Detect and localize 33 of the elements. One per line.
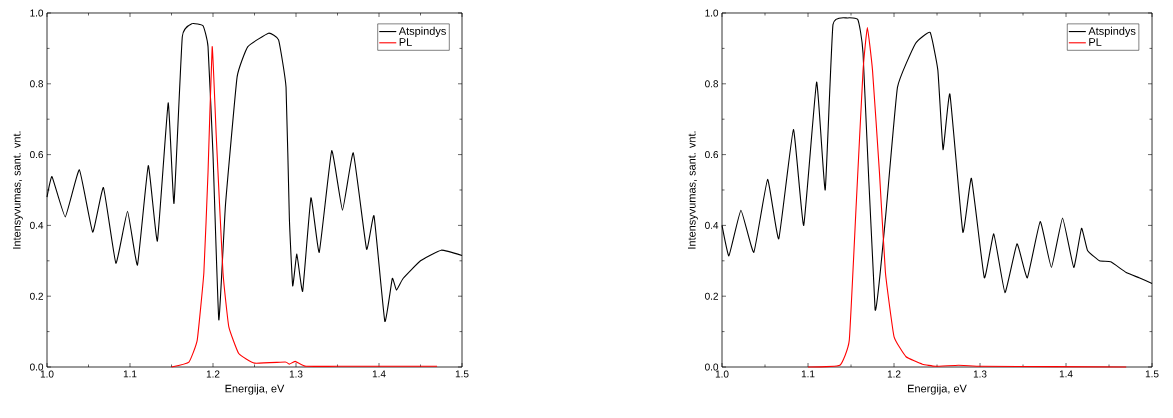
y-tick-label: 0.2 bbox=[705, 292, 718, 300]
x-tick-label: 1.5 bbox=[1145, 370, 1159, 378]
x-tick-label: 1.3 bbox=[289, 370, 303, 378]
legend-label: Atspindys bbox=[1088, 26, 1136, 38]
x-tick-label: 1.1 bbox=[123, 370, 137, 378]
legend-label: PL bbox=[1089, 38, 1102, 46]
y-tick-label: 0.4 bbox=[30, 221, 44, 229]
y-axis-title: Intensyvumas, sant. vnt. bbox=[688, 131, 698, 249]
y-tick-label: 0.2 bbox=[30, 292, 43, 300]
x-tick-label: 1.4 bbox=[372, 370, 386, 378]
y-tick-label: 1.0 bbox=[30, 9, 44, 17]
y-tick-label: 0.6 bbox=[30, 151, 44, 159]
y-tick-label: 0.6 bbox=[705, 151, 719, 159]
y-tick-label: 0.0 bbox=[30, 363, 44, 371]
y-tick-label: 0.8 bbox=[30, 80, 44, 88]
y-tick-label: 0.0 bbox=[705, 363, 719, 371]
x-tick-label: 1.3 bbox=[973, 370, 987, 378]
x-tick-label: 1.4 bbox=[1059, 370, 1073, 378]
y-tick-label: 0.8 bbox=[705, 80, 719, 88]
x-tick-label: 1.2 bbox=[206, 370, 220, 378]
x-tick-label: 1.1 bbox=[801, 370, 815, 378]
line-series bbox=[170, 46, 438, 368]
x-tick-label: 1.2 bbox=[887, 370, 901, 378]
legend-label: Atspindys bbox=[398, 26, 446, 38]
x-tick-label: 1.5 bbox=[455, 370, 469, 378]
x-axis-title: Energija, eV bbox=[908, 384, 967, 395]
x-axis-title: Energija, eV bbox=[225, 384, 285, 395]
legend-label: PL bbox=[399, 38, 412, 46]
x-tick-label: 1.0 bbox=[40, 370, 54, 378]
y-tick-label: 0.4 bbox=[705, 221, 719, 229]
y-tick-label: 1.0 bbox=[705, 9, 719, 17]
y-axis-title: Intensyvumas, sant. vnt. bbox=[12, 131, 23, 249]
x-tick-label: 1.0 bbox=[715, 370, 729, 378]
